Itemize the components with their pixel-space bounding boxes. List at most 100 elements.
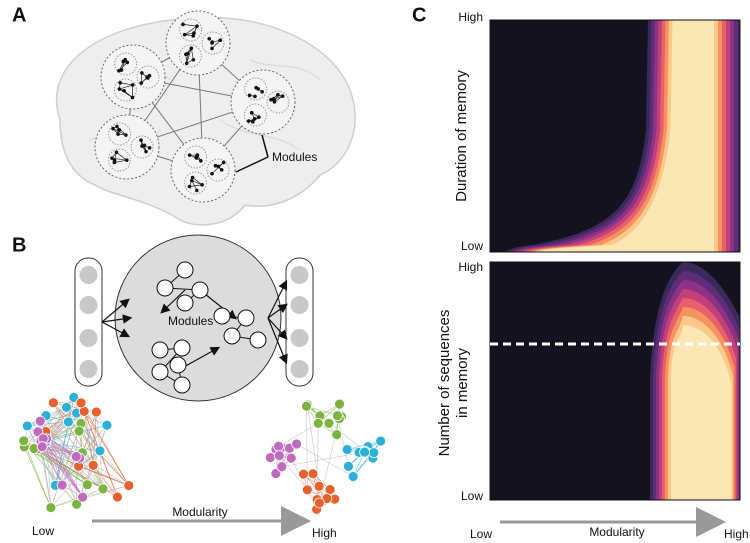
edge bbox=[33, 448, 88, 485]
node bbox=[111, 126, 115, 131]
node bbox=[332, 410, 343, 422]
node bbox=[298, 468, 309, 480]
module bbox=[100, 44, 166, 110]
axis-low: Low bbox=[470, 527, 492, 541]
node bbox=[210, 171, 214, 176]
submodule bbox=[183, 171, 207, 195]
node bbox=[47, 397, 59, 409]
edge bbox=[53, 402, 80, 459]
heatmap-band bbox=[671, 325, 732, 500]
node bbox=[75, 397, 87, 409]
axis-label: Modularity bbox=[172, 505, 227, 519]
panel-label: C bbox=[412, 4, 426, 26]
node bbox=[144, 149, 148, 154]
node bbox=[68, 392, 80, 403]
y-axis-label: Duration of memory bbox=[453, 70, 470, 202]
panel-label: A bbox=[12, 4, 26, 26]
node bbox=[301, 484, 313, 496]
node bbox=[173, 339, 191, 357]
node bbox=[176, 261, 194, 279]
node bbox=[251, 120, 255, 124]
edge bbox=[41, 446, 52, 508]
node bbox=[119, 68, 124, 72]
node bbox=[140, 71, 144, 75]
axis-high: High bbox=[724, 527, 749, 541]
edge bbox=[116, 126, 127, 136]
node bbox=[61, 401, 72, 413]
edge bbox=[278, 423, 319, 447]
module bbox=[94, 114, 160, 180]
output-layer bbox=[285, 257, 314, 387]
node bbox=[115, 124, 119, 129]
edge bbox=[41, 446, 63, 486]
node bbox=[191, 57, 196, 62]
node bbox=[34, 415, 46, 427]
node bbox=[216, 164, 221, 169]
edge bbox=[79, 457, 104, 490]
node bbox=[181, 22, 185, 27]
pointer bbox=[261, 134, 269, 158]
node bbox=[301, 400, 312, 412]
edge bbox=[119, 84, 133, 90]
edge bbox=[191, 180, 198, 191]
node bbox=[156, 279, 174, 297]
node bbox=[130, 83, 135, 87]
module bbox=[165, 10, 231, 76]
submodule bbox=[206, 158, 230, 182]
node bbox=[195, 188, 199, 193]
edge bbox=[189, 184, 203, 187]
module bbox=[230, 69, 296, 135]
node bbox=[192, 31, 196, 35]
node bbox=[260, 89, 264, 94]
submodule bbox=[113, 78, 137, 102]
edge bbox=[83, 411, 94, 466]
node bbox=[276, 93, 280, 97]
heatmap bbox=[650, 262, 740, 500]
axis-high: High bbox=[312, 526, 337, 540]
edge bbox=[184, 25, 198, 35]
node bbox=[264, 452, 276, 464]
node bbox=[200, 183, 204, 187]
annotation: Modules bbox=[272, 150, 317, 164]
edge bbox=[111, 157, 127, 161]
node bbox=[139, 81, 144, 85]
edge bbox=[27, 421, 69, 427]
node bbox=[253, 94, 257, 99]
node bbox=[307, 468, 319, 480]
edge bbox=[46, 438, 52, 508]
node bbox=[147, 146, 152, 150]
node bbox=[191, 281, 209, 299]
edge bbox=[86, 411, 97, 485]
node bbox=[151, 341, 169, 359]
y-high: High bbox=[458, 10, 483, 24]
node bbox=[117, 128, 122, 132]
submodule bbox=[107, 148, 131, 172]
axis-label: Modularity bbox=[589, 525, 644, 539]
node bbox=[219, 168, 224, 172]
node bbox=[246, 119, 251, 123]
edge bbox=[296, 443, 354, 477]
node bbox=[341, 444, 353, 455]
node bbox=[140, 144, 144, 148]
node bbox=[313, 480, 325, 492]
node bbox=[130, 95, 135, 100]
node bbox=[221, 160, 226, 165]
node bbox=[97, 483, 109, 495]
edge bbox=[82, 452, 104, 489]
node bbox=[291, 438, 303, 450]
module bbox=[170, 137, 236, 203]
submodule bbox=[266, 90, 290, 114]
edge bbox=[53, 402, 130, 486]
node bbox=[70, 451, 82, 462]
edge bbox=[186, 48, 192, 64]
node bbox=[359, 446, 370, 458]
node bbox=[101, 419, 113, 431]
node bbox=[368, 447, 380, 459]
node bbox=[125, 60, 130, 65]
node bbox=[237, 309, 255, 327]
edge bbox=[50, 485, 129, 508]
submodule bbox=[108, 122, 132, 146]
y-low: Low bbox=[461, 239, 483, 253]
edge bbox=[352, 440, 381, 477]
node bbox=[276, 461, 288, 473]
